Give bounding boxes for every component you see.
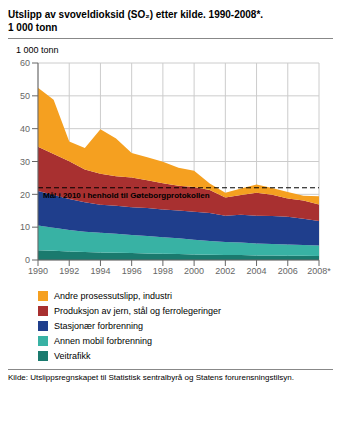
html-text:Utslipp av svoveldioksid (SO₂): Utslipp av svoveldioksid (SO₂) etter kil… bbox=[8, 9, 264, 20]
svg-text:1996: 1996 bbox=[122, 266, 142, 276]
svg-text:40: 40 bbox=[20, 124, 30, 134]
svg-text:2008*: 2008* bbox=[307, 266, 331, 276]
svg-text:1992: 1992 bbox=[59, 266, 79, 276]
svg-text:2006: 2006 bbox=[278, 266, 298, 276]
html-text:Stasjonær forbrenning: Stasjonær forbrenning bbox=[54, 320, 144, 331]
svg-text:50: 50 bbox=[20, 91, 30, 101]
svg-text:0: 0 bbox=[25, 255, 30, 265]
svg-text:10: 10 bbox=[20, 222, 30, 232]
svg-text:30: 30 bbox=[20, 157, 30, 167]
html-text:Annen mobil forbrenning: Annen mobil forbrenning bbox=[54, 335, 153, 346]
html-text:Veitrafikk: Veitrafikk bbox=[54, 350, 91, 361]
svg-text:1998: 1998 bbox=[153, 266, 173, 276]
svg-text:2004: 2004 bbox=[247, 266, 267, 276]
svg-text:2000: 2000 bbox=[184, 266, 204, 276]
svg-text:Mål i 2010 i henhold til Gøteb: Mål i 2010 i henhold til Gøteborgprotoko… bbox=[43, 191, 210, 200]
html-text:Kilde: Utslippsregnskapet til: Kilde: Utslippsregnskapet til Statistisk… bbox=[8, 373, 294, 382]
html-text:Produksjon av jern, stål og fe: Produksjon av jern, stål og ferrolegerin… bbox=[54, 305, 222, 316]
html-text:1 000 tonn: 1 000 tonn bbox=[16, 45, 59, 55]
svg-text:1990: 1990 bbox=[28, 266, 48, 276]
html-text:Andre prosessutslipp, industri: Andre prosessutslipp, industri bbox=[54, 290, 173, 301]
html-text:1 000 tonn: 1 000 tonn bbox=[8, 22, 58, 33]
svg-text:60: 60 bbox=[20, 58, 30, 68]
svg-text:2002: 2002 bbox=[215, 266, 235, 276]
svg-text:20: 20 bbox=[20, 190, 30, 200]
svg-text:1994: 1994 bbox=[90, 266, 110, 276]
